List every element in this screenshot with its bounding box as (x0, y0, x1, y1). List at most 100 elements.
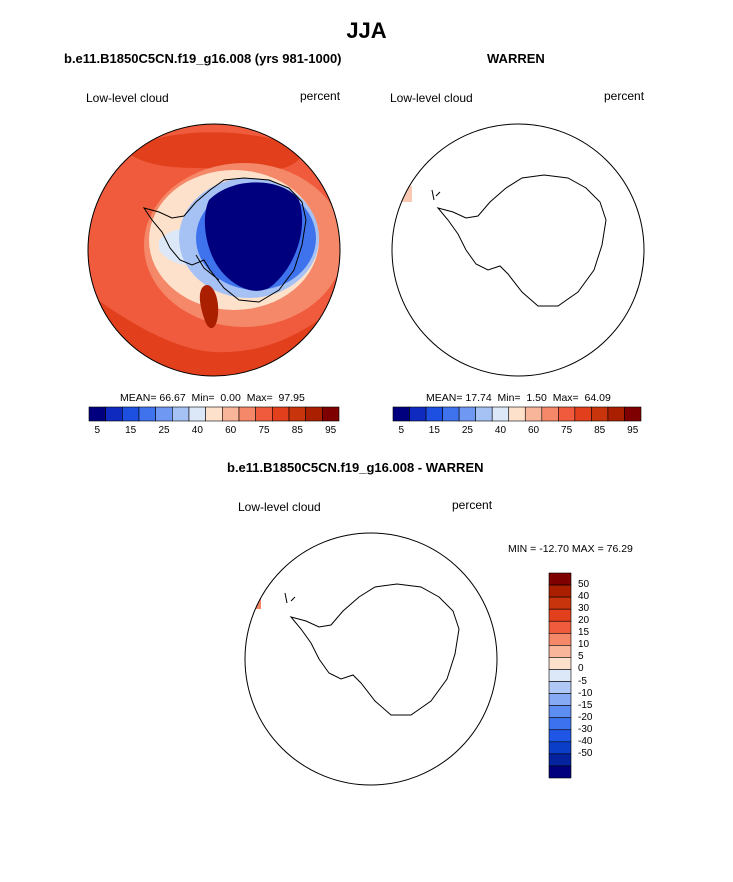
panel3-colorbar-tick-label: -20 (578, 711, 593, 723)
panel3-peninsula-islands (284, 592, 296, 604)
panel2-colorbar-tick-label: 40 (494, 425, 507, 436)
panel2-colorbar-tick-label: 60 (527, 425, 540, 436)
panel1-title: b.e11.B1850C5CN.f19_g16.008 (yrs 981-100… (64, 51, 342, 66)
panel2-colorbar-tick-label: 5 (398, 425, 405, 436)
panel2-coastline (436, 174, 607, 307)
panel1-map (87, 123, 341, 377)
panel3-colorbar-tick-label: 0 (578, 663, 584, 675)
panel3-colorbar-tick-label: 50 (578, 579, 590, 591)
panel3-colorbar-cell (548, 584, 572, 598)
panel1-colorbar-cell (238, 406, 256, 422)
panel2-colorbar-tick-label: 75 (561, 425, 573, 436)
panel1-colorbar-cell (88, 406, 106, 422)
panel3-colorbar-tick-label: 10 (578, 639, 590, 651)
panel2-colorbar-cell (458, 406, 476, 422)
panel1-colorbar-cell (222, 406, 240, 422)
panel2-colorbar-cell (607, 406, 625, 422)
panel3-colorbar-cell (548, 572, 572, 586)
panel1-red-spot (199, 285, 219, 329)
panel1-colorbar (88, 406, 340, 422)
panel3-left-label: Low-level cloud (238, 500, 321, 514)
panel2-colorbar-ticks: 5 15 25 40 60 75 85 95 (393, 425, 641, 439)
panel2-map (391, 123, 645, 377)
panel3-colorbar-cell (548, 657, 572, 670)
panel3-colorbar-tick-label: -40 (578, 735, 593, 747)
panel2-colorbar-cell (524, 406, 543, 422)
panel3-colorbar-tick-label: -30 (578, 723, 593, 735)
panel2-colorbar-cell (574, 406, 592, 422)
panel2-colorbar-cell (508, 406, 526, 422)
panel1-colorbar-cell (288, 406, 306, 422)
panel2-title: WARREN (487, 51, 545, 66)
panel1-colorbar-tick-label: 15 (125, 425, 137, 436)
panel3-background (245, 533, 497, 785)
panel1-colorbar-tick-label: 95 (325, 425, 337, 436)
panel2-colorbar-tick-label: 85 (594, 425, 606, 436)
panel1-colorbar-cell (188, 406, 206, 422)
panel2-right-label: percent (604, 89, 645, 103)
panel1-colorbar-tick-label: 40 (191, 425, 203, 436)
panel3-colorbar-tick-label: 30 (578, 603, 590, 615)
panel2-colorbar-cell (491, 406, 510, 422)
panel3-right-label: percent (452, 498, 493, 512)
panel1-colorbar-cell (105, 406, 123, 422)
panel1-colorbar-cell (205, 406, 223, 422)
panel2-background (392, 124, 644, 376)
panel2-colorbar-tick-label: 25 (461, 425, 473, 436)
panel1-colorbar-cell (138, 406, 156, 422)
panel1-left-label: Low-level cloud (86, 91, 169, 105)
panel1-colorbar-tick-label: 85 (291, 425, 303, 436)
panel3-title: b.e11.B1850C5CN.f19_g16.008 - WARREN (227, 460, 484, 475)
panel1-colorbar-cell (322, 406, 340, 422)
panel2-colorbar-cell (409, 406, 427, 422)
panel2-colorbar-cell (591, 406, 609, 422)
panel1-colorbar-tick-label: 25 (158, 425, 170, 436)
panel1-ross-shelf (195, 254, 220, 281)
panel2-colorbar-cell (558, 406, 576, 422)
panel3-colorbar-tick-label: -5 (578, 675, 587, 687)
panel1-colorbar-cell (172, 406, 190, 422)
panel1-colorbar-tick-label: 60 (225, 425, 237, 436)
panel1-colorbar-tick-label: 5 (94, 425, 101, 436)
panel2-colorbar-cell (475, 406, 493, 422)
panel3-colorbar-cell (548, 681, 572, 694)
panel3-colorbar-cell (548, 717, 572, 731)
panel3-colorbar-cell (548, 741, 572, 755)
panel2-peninsula-islands (431, 189, 441, 201)
panel3-map (244, 532, 498, 786)
panel2-colorbar (392, 406, 642, 422)
panel1-colorbar-cell (155, 406, 173, 422)
page-title: JJA (346, 18, 387, 43)
panel3-colorbar-tick-label: 40 (578, 591, 590, 603)
panel3-colorbar-tick-label: -10 (578, 687, 593, 699)
panel2-colorbar-tick-label: 15 (428, 425, 440, 436)
panel3-colorbar-cell (548, 608, 572, 622)
panel1-dark-patch-top (124, 132, 301, 171)
panel2-colorbar-tick-label: 95 (627, 425, 639, 436)
panel2-colorbar-cell (425, 406, 443, 422)
panel1-stats: MEAN= 66.67 Min= 0.00 Max= 97.95 (120, 392, 305, 404)
panel3-colorbar-cell (548, 705, 572, 719)
panel1-dark-blue-core (204, 182, 303, 291)
panel3-coastline (289, 583, 460, 716)
panel1-colorbar-cell (122, 406, 140, 422)
panel1-colorbar-tick-label: 75 (258, 425, 270, 436)
panel3-colorbar-cell (548, 765, 572, 779)
panel3-minmax: MIN = -12.70 MAX = 76.29 (508, 543, 633, 555)
panel2-colorbar-cell (624, 406, 642, 422)
panel3-colorbar-cell (548, 596, 572, 610)
panel3-colorbar-tick-label: -50 (578, 747, 593, 759)
panel2-stats: MEAN= 17.74 Min= 1.50 Max= 64.09 (426, 392, 611, 404)
panel3-colorbar-cell (548, 645, 572, 658)
panel2-left-label: Low-level cloud (390, 91, 473, 105)
panel3-colorbar-tick-label: 20 (578, 615, 590, 627)
panel3-colorbar-tick-label: 5 (578, 651, 584, 663)
panel3-colorbar-cell (548, 693, 572, 706)
panel1-colorbar-cell (272, 406, 290, 422)
panel3-colorbar-cell (548, 669, 572, 682)
panel2-colorbar-cell (541, 406, 559, 422)
panel2-data-cell (402, 186, 412, 202)
panel2-colorbar-cell (442, 406, 460, 422)
panel3-colorbar-cell (548, 620, 572, 634)
panel2-colorbar-cell (392, 406, 410, 422)
